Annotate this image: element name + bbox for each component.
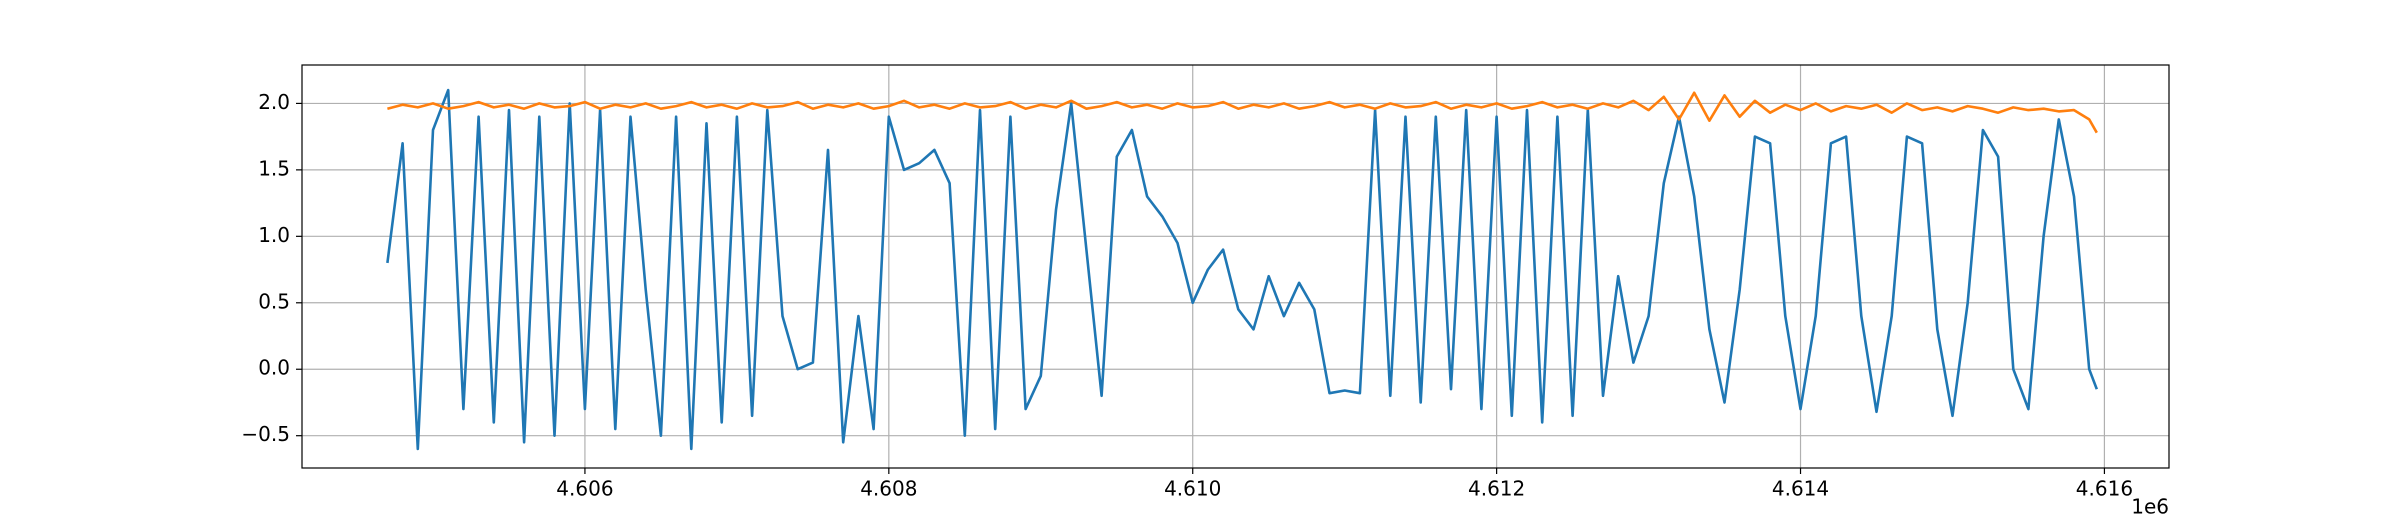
x-tick-label: 4.606 bbox=[556, 477, 613, 501]
y-tick-label: 0.0 bbox=[258, 356, 290, 380]
x-tick-label: 4.616 bbox=[2076, 477, 2133, 501]
plot-frame bbox=[301, 64, 2170, 469]
series-line bbox=[386, 88, 2099, 451]
y-tick-label: 0.5 bbox=[258, 289, 290, 313]
x-tick-label: 4.610 bbox=[1164, 477, 1221, 501]
y-tick-label: 2.0 bbox=[258, 90, 290, 114]
series-line bbox=[387, 91, 2098, 134]
x-tick-label: 4.614 bbox=[1772, 477, 1829, 501]
y-tick-label: 1.5 bbox=[258, 156, 290, 180]
x-tick-label: 4.608 bbox=[860, 477, 917, 501]
y-tick-label: −0.5 bbox=[241, 422, 290, 446]
y-tick-label: 1.0 bbox=[258, 223, 290, 247]
x-offset-label: 1e6 bbox=[2131, 495, 2169, 519]
x-tick-label: 4.612 bbox=[1468, 477, 1525, 501]
